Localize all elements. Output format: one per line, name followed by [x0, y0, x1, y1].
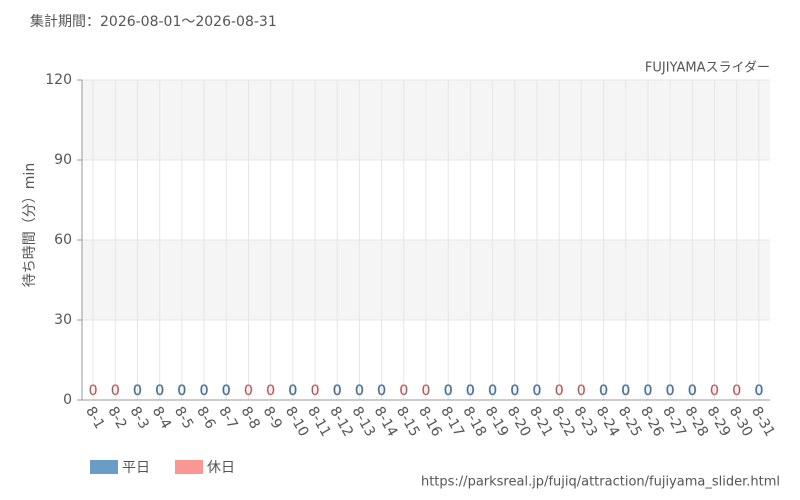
y-tick-label: 90: [54, 152, 72, 168]
y-axis-label: 待ち時間（分）min: [22, 163, 38, 287]
data-label: 0: [710, 383, 719, 399]
data-label: 0: [399, 383, 408, 399]
data-label: 0: [688, 383, 697, 399]
data-label: 0: [133, 383, 142, 399]
data-label: 0: [177, 383, 186, 399]
data-label: 0: [732, 383, 741, 399]
x-tick-label: 8-9: [260, 404, 285, 432]
x-tick-label: 8-31: [748, 404, 778, 440]
y-tick-label: 30: [54, 312, 72, 328]
data-label: 0: [754, 383, 763, 399]
data-label: 0: [621, 383, 630, 399]
x-tick-label: 8-5: [171, 404, 196, 432]
chart-subtitle: FUJIYAMAスライダー: [645, 61, 770, 76]
data-label: 0: [599, 383, 608, 399]
x-tick-label: 8-2: [104, 404, 129, 432]
data-label: 0: [89, 383, 98, 399]
data-label: 0: [111, 383, 120, 399]
x-tick-label: 8-1: [82, 404, 107, 432]
legend-label: 平日: [122, 460, 150, 476]
legend-swatch: [90, 460, 118, 474]
data-label: 0: [577, 383, 586, 399]
data-label: 0: [222, 383, 231, 399]
data-label: 0: [422, 383, 431, 399]
data-label: 0: [555, 383, 564, 399]
data-label: 0: [155, 383, 164, 399]
data-label: 0: [244, 383, 253, 399]
data-label: 0: [666, 383, 675, 399]
data-label: 0: [510, 383, 519, 399]
data-label: 0: [533, 383, 542, 399]
x-tick-label: 8-3: [127, 404, 152, 432]
x-tick-label: 8-7: [215, 404, 240, 432]
y-tick-label: 120: [45, 72, 72, 88]
legend-swatch: [175, 460, 203, 474]
data-label: 0: [444, 383, 453, 399]
legend-label: 休日: [207, 460, 235, 476]
data-label: 0: [377, 383, 386, 399]
chart-title: 集計期間：2026-08-01～2026-08-31: [30, 13, 277, 30]
data-label: 0: [355, 383, 364, 399]
data-label: 0: [488, 383, 497, 399]
data-label: 0: [200, 383, 209, 399]
source-url: https://parksreal.jp/fujiq/attraction/fu…: [421, 475, 780, 490]
data-label: 0: [311, 383, 320, 399]
data-label: 0: [266, 383, 275, 399]
data-label: 0: [466, 383, 475, 399]
x-tick-label: 8-6: [193, 404, 218, 432]
data-label: 0: [288, 383, 297, 399]
x-tick-label: 8-4: [149, 404, 174, 432]
x-tick-label: 8-8: [238, 404, 263, 432]
y-tick-label: 0: [63, 392, 72, 408]
data-label: 0: [643, 383, 652, 399]
y-tick-label: 60: [54, 232, 72, 248]
data-label: 0: [333, 383, 342, 399]
